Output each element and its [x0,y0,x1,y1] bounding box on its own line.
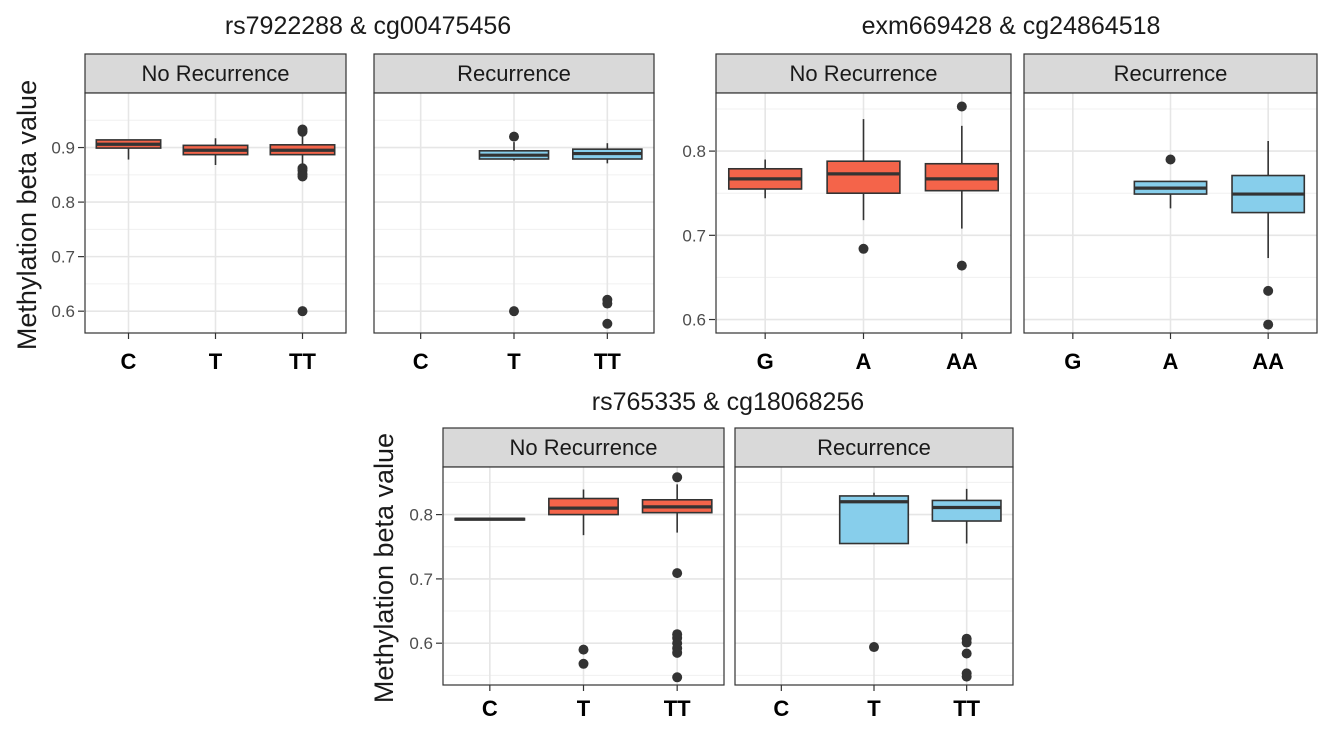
x-tick-label: TT [289,349,316,374]
boxplot-TT [931,488,1002,682]
outlier-point [956,260,967,271]
boxplot-TT [641,472,713,683]
boxplot-TT [571,143,643,329]
facet-strip [84,53,347,94]
x-tick-label: T [507,349,521,374]
boxplot-AA [1231,141,1306,330]
outlier-point [1263,319,1274,330]
facet-strip-label: Recurrence [1114,61,1228,86]
chart-title: rs765335 & cg18068256 [592,388,864,416]
box [838,495,910,545]
x-tick-label: A [856,349,872,374]
y-tick-label: 0.6 [409,634,433,653]
boxplot-C [454,517,526,521]
outlier-point [602,298,613,309]
outlier-point [578,644,589,655]
boxplot-T [182,138,249,165]
y-tick-label: 0.7 [682,226,706,245]
facet-strip-label: Recurrence [457,61,571,86]
x-tick-label: C [773,696,789,721]
boxplot-A [826,119,901,254]
x-tick-label: AA [946,349,978,374]
outlier-point [858,243,869,254]
y-axis-label: Methylation beta value [369,433,399,703]
x-tick-label: C [482,696,498,721]
x-tick-label: C [413,349,429,374]
outlier-point [961,671,972,682]
outlier-point [578,658,589,669]
y-tick-label: 0.7 [409,570,433,589]
facet-strip-label: No Recurrence [790,61,938,86]
x-tick-label: C [121,349,137,374]
boxplot-C [95,139,162,160]
outlier-point [672,568,683,579]
boxplot-G [727,159,803,199]
boxplot-T [838,492,910,653]
chart-3: rs765335 & cg18068256 Methylation beta va… [369,388,1014,721]
outlier-point [509,131,519,142]
x-tick-label: T [209,349,223,374]
outlier-point [672,472,683,483]
outlier-point [1165,154,1176,165]
outlier-point [297,306,308,317]
outlier-point [297,126,308,137]
x-tick-label: TT [594,349,621,374]
x-tick-label: TT [664,696,691,721]
y-tick-label: 0.8 [682,142,706,161]
chart-2: exm669428 & cg24864518 0.6 0.7 0.8 No Recurr… [682,12,1318,374]
chart-title: exm669428 & cg24864518 [862,12,1161,40]
facet-strip [734,427,1014,468]
facet-strip [715,53,1012,94]
outlier-point [297,171,308,182]
chart-1: rs7922288 & cg00475456 Methylation beta v… [12,12,655,374]
outlier-point [961,648,972,659]
x-tick-label: TT [953,696,980,721]
boxplot-T [548,489,619,669]
boxplot-T [478,131,550,317]
outlier-point [602,318,613,329]
boxplot-A [1133,154,1208,209]
box [931,499,1002,522]
outlier-point [869,642,879,653]
outlier-point [961,637,972,648]
chart-title: rs7922288 & cg00475456 [225,12,511,40]
y-tick-label: 0.6 [51,302,75,321]
x-tick-label: A [1163,349,1179,374]
facet-strip-label: Recurrence [817,435,931,460]
x-tick-label: T [577,696,591,721]
outlier-point [1263,285,1274,296]
x-tick-label: G [757,349,774,374]
box [924,162,1000,192]
facet-strip [373,53,655,94]
x-tick-label: T [867,696,881,721]
box [548,497,619,516]
boxplot-TT [269,124,336,317]
y-tick-label: 0.9 [51,139,75,158]
facet-strip-label: No Recurrence [510,435,658,460]
facet-strip [442,427,725,468]
box [826,160,901,195]
y-tick-label: 0.8 [51,193,75,212]
facet-strip-label: No Recurrence [142,61,290,86]
outlier-point [509,306,519,317]
y-tick-label: 0.7 [51,248,75,267]
y-tick-label: 0.6 [682,311,706,330]
outlier-point [672,672,683,683]
y-tick-label: 0.8 [409,506,433,525]
x-tick-label: AA [1252,349,1284,374]
y-axis-label: Methylation beta value [12,80,42,350]
boxplot-AA [924,101,1000,271]
x-tick-label: G [1064,349,1081,374]
outlier-point [672,647,683,658]
outlier-point [956,101,967,112]
